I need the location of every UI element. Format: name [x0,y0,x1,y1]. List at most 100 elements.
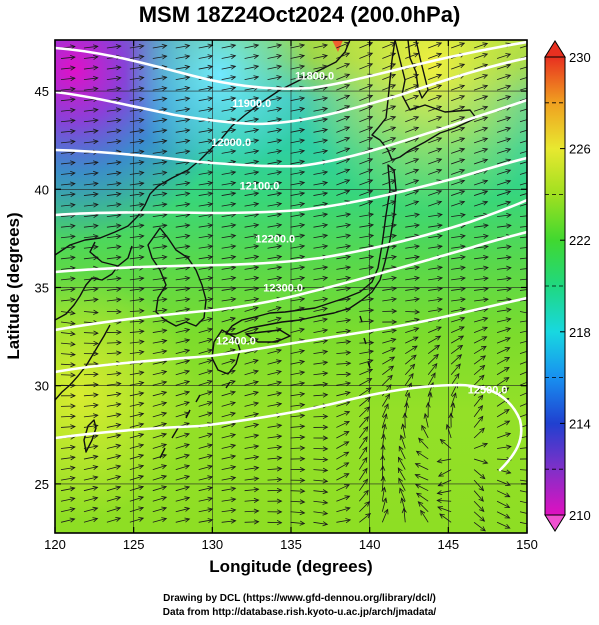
wind-vector [106,172,121,175]
wind-vector [152,496,167,502]
wind-vector-head [115,286,122,292]
wind-vector-head [253,54,260,60]
wind-vector-head [253,455,260,461]
wind-vector [382,277,397,281]
wind-vector [267,55,282,59]
wind-vector [152,277,167,281]
wind-vector [313,192,328,196]
wind-vector [198,108,213,112]
wind-vector-head [482,53,489,58]
wind-vector-head [391,223,398,229]
wind-vector-head [367,84,374,89]
wind-vector [175,497,190,502]
wind-vector [428,84,442,91]
wind-vector [129,98,144,102]
wind-vector [428,266,443,270]
wind-vector [397,467,406,481]
wind-vector-head [92,517,99,523]
wind-vector [175,245,190,249]
wind-vector-head [368,297,375,303]
wind-vector [129,475,144,481]
wind-vector-head [161,244,168,250]
wind-vector-head [207,390,213,396]
wind-vector-head [390,126,397,132]
wind-vector-head [115,223,122,229]
wind-vector-head [413,73,420,79]
wind-vector-head [92,65,99,71]
wind-vector-head [161,485,168,491]
wind-vector-head [253,75,260,81]
wind-vector [244,171,259,175]
wind-vector [106,372,121,376]
wind-vector [405,201,419,207]
wind-vector [313,361,328,365]
wind-vector [415,474,429,481]
wind-vector [152,381,167,386]
wind-vector [313,213,328,218]
wind-vector [198,476,213,481]
wind-vector-head [381,423,387,430]
wind-vector [473,365,485,376]
wind-vector [83,56,98,59]
wind-vector-head [415,450,422,456]
wind-vector-head [390,84,397,89]
wind-vector-head [161,307,168,313]
wind-vector [496,159,511,165]
wind-vector [473,64,488,70]
wind-vector-head [92,223,99,229]
wind-vector [152,475,167,481]
wind-vector-head [403,402,409,408]
wind-vector [336,287,351,291]
wind-vector [428,106,442,112]
wind-vector-head [344,506,351,512]
wind-vector [152,161,167,165]
wind-vector [290,97,305,102]
y-tick-label: 35 [35,280,49,295]
wind-vector [451,214,466,218]
wind-vector [267,479,282,481]
wind-vector-head [276,170,283,176]
wind-vector [474,235,489,239]
wind-vector [175,214,190,218]
wind-vector [382,347,396,355]
wind-vector-head [70,65,76,71]
wind-vector [336,224,351,228]
wind-vector [152,150,167,154]
wind-vector [381,487,385,502]
wind-vector-head [92,128,99,134]
wind-vector [152,98,167,102]
wind-vector-head [399,434,405,441]
wind-vector-head [436,105,443,111]
colorbar-tick-label: 222 [569,233,591,248]
wind-vector [496,148,511,154]
wind-vector-head [92,139,99,145]
wind-vector-head [276,487,283,493]
wind-vector [403,508,406,523]
wind-vector-head [116,329,122,335]
wind-vector [290,213,305,218]
wind-vector [359,457,368,470]
wind-vector [473,395,484,407]
wind-vector [267,360,282,365]
wind-vector [473,479,484,491]
wind-vector-head [161,338,168,344]
contour-label: 12500.0 [468,385,508,397]
wind-vector [175,45,190,49]
wind-vector [129,413,144,418]
wind-vector [496,357,510,365]
wind-vector-head [253,170,260,176]
wind-vector-head [390,73,397,79]
wind-vector-head [207,401,213,406]
wind-vector [474,298,489,302]
wind-vectors [60,41,527,532]
contour-line-12300 [55,230,527,332]
wind-vector [496,64,511,70]
coast-taiwan [83,419,97,453]
wind-vector-head [391,244,398,250]
wind-vector-head [504,523,511,529]
wind-vector-head [459,116,466,121]
wind-vector [175,235,190,239]
wind-vector-head [184,453,190,459]
wind-vector-head [480,345,487,351]
wind-vector-head [184,191,191,197]
